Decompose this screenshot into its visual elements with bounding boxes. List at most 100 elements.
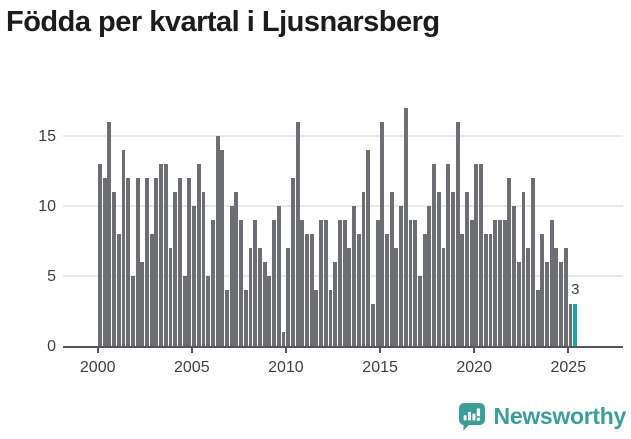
x-axis-tick-2010 — [284, 348, 287, 353]
bar — [333, 262, 338, 346]
bar — [130, 276, 135, 346]
bar — [568, 304, 573, 346]
y-axis-label-5: 5 — [47, 268, 56, 285]
bar — [516, 262, 521, 346]
bar — [413, 220, 418, 346]
bar — [530, 178, 535, 346]
bar — [446, 164, 451, 346]
bar — [498, 220, 502, 346]
bar — [488, 234, 493, 346]
bar — [300, 220, 305, 346]
bar — [272, 220, 276, 346]
newsworthy-logo-text: Newsworthy — [493, 402, 627, 429]
y-axis-label-10: 10 — [38, 198, 56, 215]
x-axis-tick-2005 — [190, 348, 193, 353]
bar — [507, 178, 512, 346]
bar — [290, 178, 295, 346]
x-axis-tick-2020 — [473, 348, 476, 353]
bar — [465, 192, 469, 346]
bar — [356, 234, 361, 346]
bar — [187, 178, 192, 346]
bar — [493, 220, 498, 346]
bar — [502, 220, 507, 346]
bar — [512, 206, 517, 346]
x-axis-tick-2025 — [567, 348, 570, 353]
bar — [455, 122, 460, 346]
bar — [352, 206, 356, 346]
bar-highlighted — [573, 304, 578, 346]
bar — [253, 220, 258, 346]
bar — [526, 248, 531, 346]
bar — [474, 164, 479, 346]
bar — [545, 262, 549, 346]
bar — [450, 192, 455, 346]
bar — [314, 290, 319, 346]
bar — [206, 276, 211, 346]
bar — [178, 178, 182, 346]
bar — [149, 234, 154, 346]
bar — [140, 262, 145, 346]
bar — [210, 220, 215, 346]
bar — [116, 234, 121, 346]
bar — [323, 220, 328, 346]
bar — [234, 192, 239, 346]
bar — [361, 192, 366, 346]
bar — [295, 122, 300, 346]
bar — [549, 220, 554, 346]
bar — [286, 248, 291, 346]
bar — [309, 234, 314, 346]
bar — [389, 192, 394, 346]
bar — [563, 248, 568, 346]
bar — [262, 262, 267, 346]
newsworthy-speech-bubble-icon — [457, 401, 487, 431]
x-axis-label-2025: 2025 — [550, 359, 587, 376]
bar — [163, 164, 168, 346]
bar — [168, 248, 173, 346]
bar — [258, 248, 262, 346]
bar — [102, 178, 107, 346]
bar — [479, 164, 484, 346]
bar — [305, 234, 309, 346]
bar — [112, 192, 116, 346]
bar — [342, 220, 347, 346]
bar — [554, 248, 559, 346]
bar — [535, 290, 540, 346]
bar — [403, 108, 408, 346]
bar — [196, 164, 201, 346]
bar — [436, 192, 441, 346]
bar — [248, 248, 253, 346]
bar — [239, 220, 244, 346]
bar — [370, 304, 375, 346]
x-axis-tick-2000 — [96, 348, 99, 353]
bar — [540, 234, 545, 346]
bar — [483, 234, 488, 346]
bar — [375, 220, 380, 346]
bar — [469, 220, 474, 346]
bar — [418, 276, 422, 346]
bar — [408, 220, 413, 346]
bar — [394, 248, 399, 346]
x-axis-label-2005: 2005 — [174, 359, 210, 376]
bar — [559, 262, 564, 346]
bar — [427, 206, 432, 346]
bar — [201, 192, 206, 346]
x-axis-label-2015: 2015 — [362, 359, 398, 376]
x-axis-tick-2015 — [379, 348, 382, 353]
x-axis-label-2010: 2010 — [268, 359, 304, 376]
bar — [154, 178, 159, 346]
bar — [182, 276, 187, 346]
bar — [276, 206, 281, 346]
bar — [126, 178, 131, 346]
bar — [460, 234, 465, 346]
bar — [107, 122, 112, 346]
y-axis-label-0: 0 — [47, 338, 56, 355]
bar — [215, 136, 220, 346]
y-axis-label-15: 15 — [38, 128, 56, 145]
bar — [267, 276, 272, 346]
bar — [192, 206, 196, 346]
highlight-value-label: 3 — [571, 281, 580, 298]
chart-title: Födda per kvartal i Ljusnarsberg — [6, 6, 440, 38]
bar — [98, 164, 102, 346]
bar — [281, 332, 286, 346]
